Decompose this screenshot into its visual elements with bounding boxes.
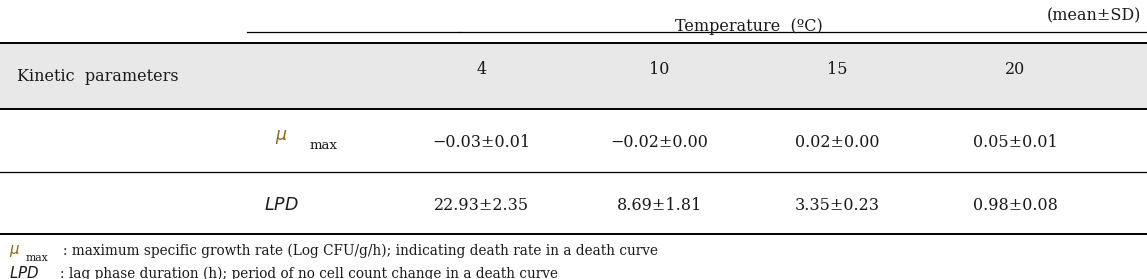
Text: Kinetic  parameters: Kinetic parameters <box>17 68 179 85</box>
Text: max: max <box>310 139 337 151</box>
Text: 4: 4 <box>477 61 486 78</box>
Text: $\mu$: $\mu$ <box>9 243 21 259</box>
Text: : lag phase duration (h); period of no cell count change in a death curve: : lag phase duration (h); period of no c… <box>60 266 557 279</box>
Text: 0.98±0.08: 0.98±0.08 <box>973 197 1058 213</box>
Text: −0.03±0.01: −0.03±0.01 <box>432 134 531 151</box>
Text: 22.93±2.35: 22.93±2.35 <box>435 197 529 213</box>
Text: (mean±SD): (mean±SD) <box>1047 7 1141 24</box>
Bar <box>0 43 1147 109</box>
Text: 0.05±0.01: 0.05±0.01 <box>973 134 1058 151</box>
Text: 8.69±1.81: 8.69±1.81 <box>617 197 702 213</box>
Text: 15: 15 <box>827 61 848 78</box>
Text: Temperature  (ºC): Temperature (ºC) <box>674 18 822 35</box>
Text: $LPD$: $LPD$ <box>264 197 298 213</box>
Text: max: max <box>25 253 48 263</box>
Text: $\mu$: $\mu$ <box>275 128 287 146</box>
Text: 0.02±0.00: 0.02±0.00 <box>795 134 880 151</box>
Text: 10: 10 <box>649 61 670 78</box>
Text: 20: 20 <box>1005 61 1025 78</box>
Text: −0.02±0.00: −0.02±0.00 <box>610 134 709 151</box>
Text: 3.35±0.23: 3.35±0.23 <box>795 197 880 213</box>
Text: $LPD$: $LPD$ <box>9 265 39 279</box>
Text: : maximum specific growth rate (Log CFU/g/h); indicating death rate in a death c: : maximum specific growth rate (Log CFU/… <box>63 244 658 258</box>
